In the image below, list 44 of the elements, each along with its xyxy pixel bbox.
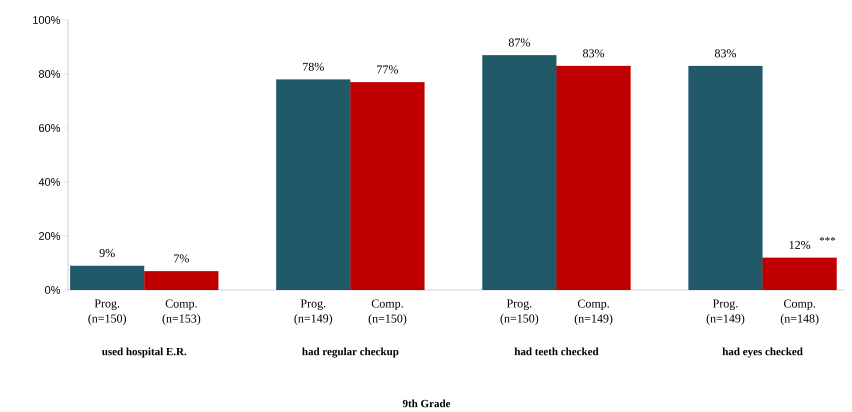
y-tick-label: 40%	[38, 178, 60, 186]
text: (n=153)	[162, 314, 200, 326]
annotation: ***	[820, 236, 836, 241]
bar	[70, 266, 144, 290]
data-label: 87%	[508, 38, 530, 47]
data-label: 83%	[583, 49, 604, 58]
text: Prog.	[712, 300, 738, 310]
series-label: Comp.	[166, 300, 197, 310]
y-tick-label: 60%	[39, 124, 60, 132]
x-tick-label: used hospital E.R.	[102, 348, 186, 358]
data-label: 12%	[790, 240, 810, 250]
text: Prog.	[506, 300, 532, 310]
y-tick-label: 20%	[39, 232, 60, 240]
data-label: 77%	[377, 65, 398, 74]
bar	[556, 66, 631, 290]
text: (n=150)	[368, 314, 406, 326]
bar	[144, 271, 218, 290]
bar	[350, 82, 425, 290]
x-tick-label: had regular checkup	[302, 348, 398, 358]
text: (n=148)	[780, 314, 819, 326]
text: Comp.	[578, 300, 609, 310]
bar	[276, 79, 350, 290]
data-label: 7%	[174, 254, 189, 263]
bar	[482, 55, 556, 290]
data-label: 83%	[714, 49, 736, 58]
bar	[762, 258, 837, 290]
x-tick-label: had eyes checked	[722, 348, 803, 358]
y-tick-label: 80%	[38, 70, 60, 78]
x-axis-title: 9th Grade	[402, 400, 450, 408]
text: (n=149)	[574, 314, 612, 326]
bar	[688, 66, 763, 290]
data-label: 9%	[100, 249, 115, 258]
text: Comp.	[372, 300, 403, 310]
x-tick-label: had teeth checked	[514, 348, 598, 356]
series-label: Prog.	[94, 300, 120, 310]
text: Comp.	[784, 300, 816, 310]
text: (n=150)	[88, 314, 126, 325]
data-label: 78%	[303, 62, 324, 71]
text: (n=149)	[706, 314, 744, 325]
text: (n=149)	[294, 314, 332, 325]
y-tick-label: 0%	[45, 286, 60, 294]
y-tick-label: 100%	[33, 16, 60, 24]
text: Prog.	[300, 300, 326, 310]
text: (n=150)	[500, 314, 538, 325]
